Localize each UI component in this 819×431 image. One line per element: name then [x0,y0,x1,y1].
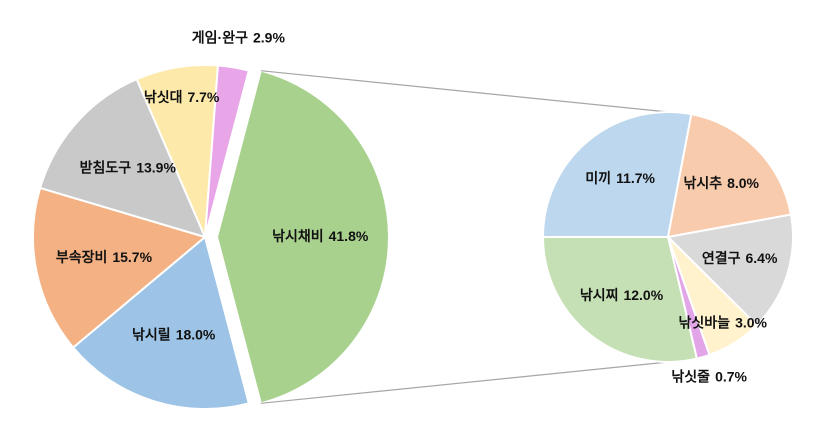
category-label: 미끼 [585,170,611,186]
category-label: 낚시추 [683,175,722,191]
data-label: 낚시채비 41.8% [272,228,369,244]
category-label: 낚시찌 [580,287,619,303]
pie-slice [215,69,390,405]
pie-slice [666,113,793,239]
pie-slice [71,235,251,410]
data-label: 미끼 11.7% [585,170,655,186]
value-label: 13.9% [136,159,176,175]
pie-slice [32,186,208,349]
value-label: 41.8% [329,228,369,244]
pie-slice [541,111,693,238]
value-label: 0.7% [715,368,747,384]
data-label: 낚싯대 7.7% [144,89,220,105]
value-label: 15.7% [112,249,152,265]
value-label: 6.4% [745,250,777,266]
category-label: 부속장비 [56,249,108,265]
category-label: 낚시릴 [132,326,171,342]
data-label: 부속장비 15.7% [56,249,153,265]
data-label: 연결구 6.4% [702,250,778,266]
data-label: 낚시찌 12.0% [580,287,664,303]
value-label: 18.0% [176,326,216,342]
value-label: 12.0% [623,287,663,303]
category-label: 낚싯바늘 [679,314,731,330]
category-label: 낚시채비 [272,228,324,244]
pie-slice [38,77,207,239]
category-label: 받침도구 [80,159,132,175]
data-label: 낚시추 8.0% [683,175,759,191]
connector-line [260,361,669,404]
category-label: 게임·완구 [192,29,248,45]
value-label: 11.7% [616,170,655,186]
pie-slice [665,213,794,327]
value-label: 7.7% [187,89,219,105]
connector-line [260,70,669,113]
data-label: 게임·완구 2.9% [192,29,286,45]
value-label: 8.0% [727,175,759,191]
category-label: 연결구 [702,250,741,266]
value-label: 3.0% [735,314,767,330]
pie-slice [204,64,251,238]
category-label: 낚싯줄 [671,368,710,384]
data-label: 낚시릴 18.0% [132,326,216,342]
data-label: 받침도구 13.9% [80,159,177,175]
data-label: 낚싯줄 0.7% [671,368,747,384]
category-label: 낚싯대 [144,89,183,105]
value-label: 2.9% [253,29,285,45]
data-label: 낚싯바늘 3.0% [679,314,768,330]
pie-slice [541,236,699,363]
